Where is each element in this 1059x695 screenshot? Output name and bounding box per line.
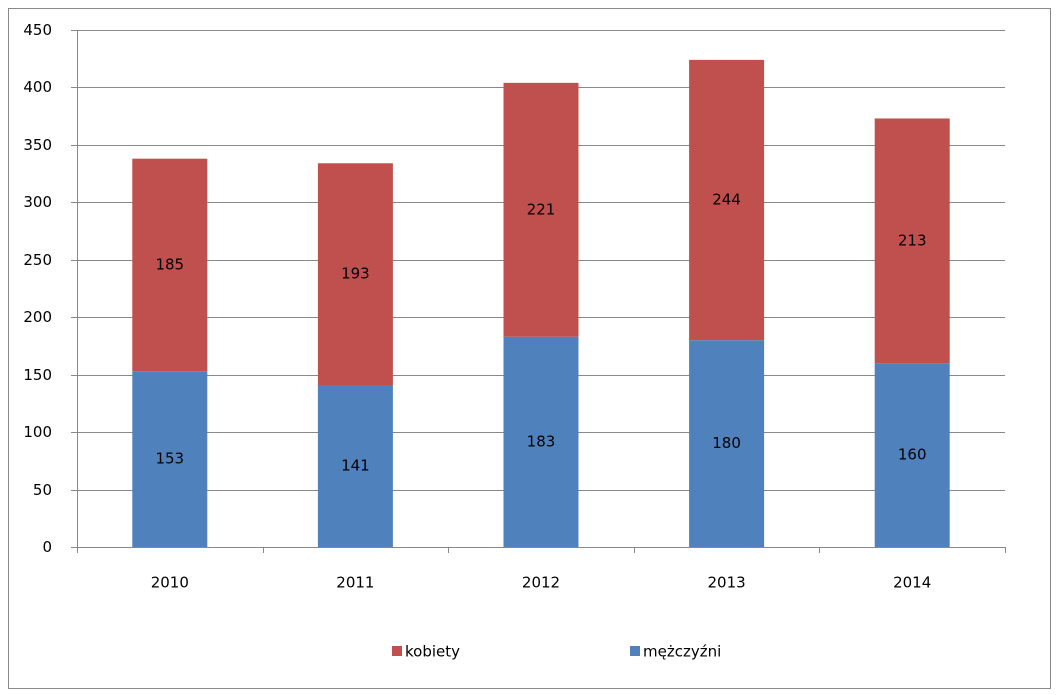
data-label: 185 <box>155 255 184 273</box>
data-label: 180 <box>712 434 741 452</box>
y-tick-label: 0 <box>42 538 52 556</box>
y-tick-label: 50 <box>33 481 52 499</box>
data-label: 160 <box>898 446 927 464</box>
y-tick-label: 200 <box>23 308 52 326</box>
data-label: 244 <box>712 191 741 209</box>
y-tick-label: 450 <box>23 21 52 39</box>
bar-segment <box>503 336 579 547</box>
x-tick-label: 2013 <box>708 574 746 592</box>
y-tick-label: 350 <box>23 136 52 154</box>
bar-segment <box>874 363 950 547</box>
data-label: 221 <box>527 200 556 218</box>
bar-segment <box>874 118 950 364</box>
legend-swatch <box>392 646 402 656</box>
x-tick-label: 2011 <box>336 574 374 592</box>
bar-segment <box>317 163 393 386</box>
x-tick-label: 2010 <box>151 574 189 592</box>
bar-segment <box>689 340 765 547</box>
bar-segment <box>689 59 765 341</box>
data-label: 213 <box>898 231 927 249</box>
data-label: 153 <box>155 450 184 468</box>
y-tick-label: 400 <box>23 78 52 96</box>
x-tick-label: 2014 <box>893 574 931 592</box>
y-tick-label: 250 <box>23 251 52 269</box>
bar-segment <box>132 158 208 372</box>
data-label: 141 <box>341 457 370 475</box>
data-label: 183 <box>527 432 556 450</box>
y-tick-label: 300 <box>23 193 52 211</box>
bar-segment <box>503 82 579 337</box>
legend-label: kobiety <box>405 643 460 661</box>
bar-segment <box>317 385 393 547</box>
y-tick-label: 100 <box>23 423 52 441</box>
legend-label: mężczyźni <box>643 643 721 661</box>
bar-segment <box>132 371 208 547</box>
y-tick-label: 150 <box>23 366 52 384</box>
x-tick-label: 2012 <box>522 574 560 592</box>
data-label: 193 <box>341 265 370 283</box>
legend-swatch <box>630 646 640 656</box>
